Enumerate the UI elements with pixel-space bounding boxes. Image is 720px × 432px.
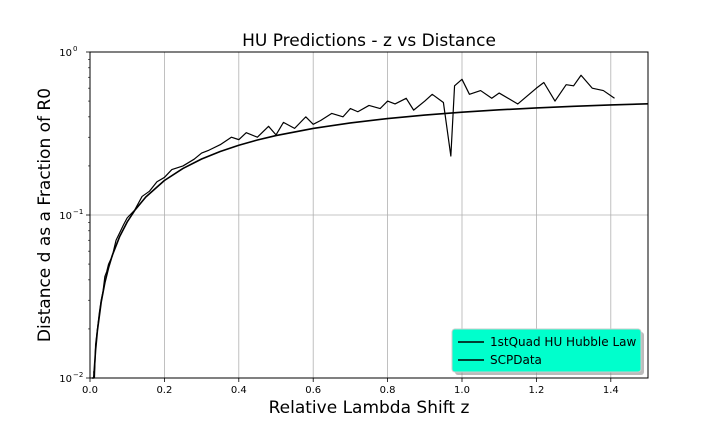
y-tick-exponent: −2 (73, 371, 83, 379)
legend: 1stQuad HU Hubble Law SCPData (451, 328, 644, 375)
y-tick-exponent: −1 (73, 208, 83, 216)
plot-series (91, 74, 649, 379)
legend-label-scpdata: SCPData (490, 353, 542, 367)
y-tick-label: 10 (59, 48, 72, 59)
x-tick-label: 1.2 (528, 385, 544, 396)
y-axis-label: Distance d as a Fraction of R0 (35, 88, 55, 342)
x-tick-label: 0.0 (82, 385, 98, 396)
x-axis-ticks: 0.0 0.2 0.4 0.6 0.8 1.0 1.2 1.4 (82, 378, 619, 396)
x-tick-label: 1.4 (603, 385, 619, 396)
legend-box (451, 328, 642, 373)
x-tick-label: 1.0 (454, 385, 470, 396)
x-tick-label: 0.2 (156, 385, 172, 396)
y-tick-label: 10 (59, 374, 72, 385)
x-tick-label: 0.6 (305, 385, 321, 396)
y-tick-base: 10 (59, 374, 72, 385)
legend-label-hubble-law: 1stQuad HU Hubble Law (490, 335, 636, 349)
y-tick-base: 10 (59, 211, 72, 222)
x-tick-label: 0.4 (231, 385, 247, 396)
y-tick-label: 10 (59, 211, 72, 222)
y-tick-exponent: 0 (73, 45, 77, 53)
x-tick-label: 0.8 (380, 385, 396, 396)
chart-title: HU Predictions - z vs Distance (242, 31, 496, 51)
series-line-scpdata (93, 74, 615, 379)
y-tick-base: 10 (59, 48, 72, 59)
x-axis-label: Relative Lambda Shift z (269, 398, 470, 418)
